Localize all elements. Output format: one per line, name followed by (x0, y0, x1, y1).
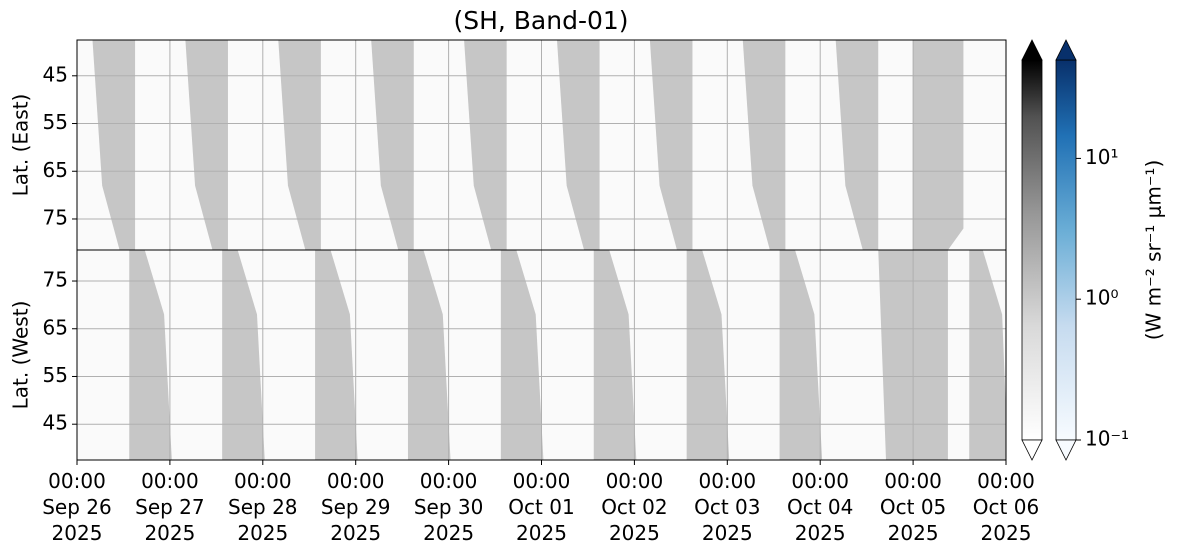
swath (835, 40, 879, 250)
chart-title: (SH, Band-01) (453, 6, 628, 35)
swath (686, 250, 730, 460)
y-tick-label: 45 (43, 411, 68, 435)
swath (556, 40, 600, 250)
x-tick-label: 00:00 Sep 30 2025 (413, 469, 484, 545)
swath (969, 250, 1006, 460)
y-tick-label: 65 (43, 158, 68, 182)
colorbar (1021, 59, 1043, 441)
y-tick-label: 65 (43, 315, 68, 339)
swath (913, 40, 964, 250)
swath (464, 40, 507, 250)
swath (779, 250, 823, 460)
swath (278, 40, 321, 250)
colorbar-tick-label: 10¹ (1085, 145, 1118, 169)
y-tick-label: 75 (43, 268, 68, 292)
x-tick-label: 00:00 Oct 02 2025 (601, 469, 668, 545)
swath (129, 250, 172, 460)
colorbar-label: (W m⁻² sr⁻¹ μm⁻¹) (1142, 160, 1166, 341)
swath (185, 40, 228, 250)
y-tick-label: 55 (43, 363, 68, 387)
y-tick-label: 45 (43, 62, 68, 86)
swath (649, 40, 693, 250)
x-tick-label: 00:00 Sep 27 2025 (135, 469, 205, 545)
x-tick-label: 00:00 Oct 05 2025 (879, 469, 947, 545)
x-tick-label: 00:00 Oct 03 2025 (694, 469, 761, 545)
swath (315, 250, 358, 460)
colorbar-extend-max (1021, 39, 1043, 61)
x-tick-label: 00:00 Oct 01 2025 (508, 469, 575, 545)
colorbar-tick-label: 10⁻¹ (1085, 427, 1129, 451)
x-tick-label: 00:00 Sep 29 2025 (320, 469, 391, 545)
colorbar-extend-min (1021, 439, 1043, 461)
colorbar-extend-min (1055, 439, 1077, 461)
x-tick-label: 00:00 Oct 06 2025 (972, 469, 1040, 545)
colorbar (1055, 59, 1077, 441)
x-tick-label: 00:00 Sep 26 2025 (42, 469, 112, 545)
y-tick-label: 75 (43, 205, 68, 229)
colorbar-tick-label: 10⁰ (1085, 286, 1118, 310)
swath (500, 250, 544, 460)
y-axis-label: Lat. (West) (9, 301, 33, 410)
y-axis-label: Lat. (East) (9, 94, 33, 197)
swath (593, 250, 637, 460)
swath (371, 40, 414, 250)
x-tick-label: 00:00 Sep 28 2025 (228, 469, 298, 545)
swath (742, 40, 786, 250)
colorbar-extend-max (1055, 39, 1077, 61)
swath (222, 250, 265, 460)
x-tick-label: 00:00 Oct 04 2025 (786, 469, 854, 545)
y-tick-label: 55 (43, 110, 68, 134)
swath (92, 40, 136, 250)
swath (407, 250, 451, 460)
